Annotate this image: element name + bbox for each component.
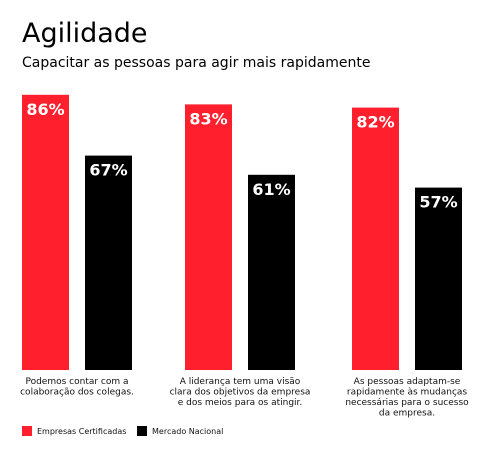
chart-subtitle: Capacitar as pessoas para agir mais rapi… xyxy=(22,55,370,71)
category-label: A liderança tem uma visão xyxy=(180,377,301,387)
category-label: necessárias para o sucesso xyxy=(345,398,469,408)
legend-swatch xyxy=(22,426,32,436)
value-label: 82% xyxy=(356,113,394,132)
bar xyxy=(415,187,462,370)
bar xyxy=(22,94,69,371)
bar xyxy=(185,104,232,371)
category-label: Podemos contar com a xyxy=(25,377,128,387)
value-label: 86% xyxy=(26,100,64,119)
bar xyxy=(352,107,399,370)
bar xyxy=(85,155,132,370)
chart-title: Agilidade xyxy=(22,18,148,49)
category-label: As pessoas adaptam-se xyxy=(354,377,461,387)
category-label: e dos meios para os atingir. xyxy=(178,398,303,408)
value-label: 83% xyxy=(189,109,227,128)
category-label: da empresa. xyxy=(379,409,435,419)
category-label: colaboração dos colegas. xyxy=(20,388,134,398)
value-label: 67% xyxy=(89,161,127,180)
legend-label: Mercado Nacional xyxy=(152,427,223,436)
category-label: clara dos objetivos da empresa xyxy=(170,388,311,398)
category-label: rapidamente às mudanças xyxy=(347,388,468,398)
legend-swatch xyxy=(137,426,147,436)
value-label: 57% xyxy=(419,193,457,212)
value-label: 61% xyxy=(252,180,290,199)
legend-label: Empresas Certificadas xyxy=(37,427,126,436)
bar xyxy=(248,174,295,370)
